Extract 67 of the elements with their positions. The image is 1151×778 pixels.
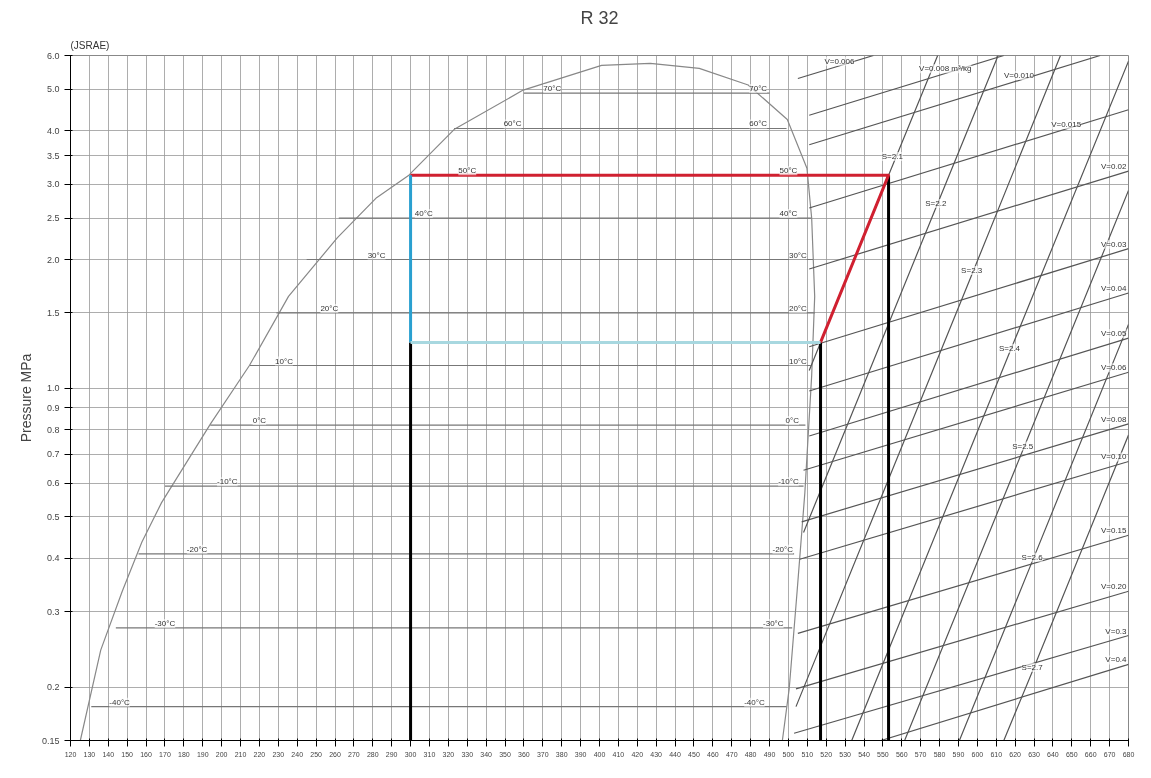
y-tick-label: 3.5	[46, 150, 60, 161]
annotation: V=0.20	[1100, 582, 1128, 592]
y-tick-label: 0.5	[46, 511, 60, 522]
annotation: -20°C	[186, 544, 208, 554]
text: (JSRAE)	[70, 39, 110, 51]
annotation: 30°C	[367, 250, 386, 260]
annotation: V=0.006	[824, 56, 855, 66]
y-axis-title: Pressure MPa	[17, 353, 34, 443]
annotation: V=0.15	[1100, 526, 1128, 536]
y-tick-label: 6.0	[46, 50, 60, 61]
annotation: -20°C	[772, 544, 794, 554]
annotation: V=0.05	[1100, 329, 1128, 339]
annotation: 50°C	[458, 166, 477, 176]
annotation: 0°C	[252, 416, 267, 426]
annotation: 10°C	[275, 356, 294, 366]
y-tick-label: 0.9	[46, 402, 60, 413]
annotation: 10°C	[788, 356, 808, 366]
y-tick-label: 0.7	[46, 449, 60, 460]
annotation: V=0.06	[1100, 363, 1128, 373]
annotation: V=0.010	[1003, 70, 1035, 80]
annotation: 20°C	[788, 303, 808, 313]
annotation: V=0.03	[1100, 239, 1128, 249]
annotation: S=2.2	[925, 198, 947, 208]
y-tick-label: 0.8	[46, 424, 60, 435]
y-tick-label: 0.6	[46, 478, 60, 489]
annotation: S=2.4	[998, 343, 1021, 353]
annotation: V=0.02	[1100, 162, 1128, 172]
annotation: 70°C	[749, 84, 768, 94]
annotation: V=0.10	[1100, 452, 1128, 462]
annotation: 30°C	[788, 250, 808, 260]
y-tick-label: 5.0	[46, 84, 60, 95]
y-tick-label: 0.15	[41, 735, 60, 746]
y-tick-label: 2.5	[46, 213, 60, 224]
y-tick-label: 0.4	[46, 553, 60, 564]
annotation: V=0.4	[1105, 655, 1128, 665]
annotation: 40°C	[779, 209, 798, 219]
annotation: V=0.008 m³/kg	[919, 64, 972, 74]
y-tick-label: 1.5	[46, 307, 60, 318]
annotation: 0°C	[785, 416, 800, 426]
y-tick-label: 2.0	[46, 254, 60, 265]
annotation: -10°C	[778, 477, 799, 487]
annotation: -30°C	[154, 618, 176, 628]
y-tick-label: 4.0	[46, 125, 60, 136]
annotation: V=0.3	[1105, 626, 1128, 636]
y-tick-label: 0.2	[46, 682, 60, 693]
y-tick-label: 1.0	[46, 383, 60, 394]
annotation: S=2.7	[1021, 662, 1044, 672]
annotation: V=0.015	[1051, 119, 1082, 129]
annotation: -40°C	[744, 697, 765, 707]
annotation: S=2.3	[961, 265, 983, 275]
annotation: 60°C	[749, 119, 768, 129]
annotation: 70°C	[543, 84, 562, 94]
annotation: -30°C	[763, 618, 784, 628]
chart-title: R 32	[580, 7, 619, 28]
annotation: S=2.6	[1021, 552, 1044, 562]
annotation: 40°C	[414, 209, 433, 219]
y-tick-label: 3.0	[46, 179, 60, 190]
annotation: -10°C	[217, 477, 238, 487]
annotation: S=2.1	[881, 151, 904, 161]
annotation: V=0.04	[1100, 283, 1128, 293]
annotation: 50°C	[779, 166, 798, 176]
annotation: -40°C	[109, 697, 131, 707]
annotation: 60°C	[503, 119, 522, 129]
annotation: V=0.08	[1100, 414, 1128, 424]
y-tick-label: 0.3	[46, 606, 60, 617]
annotation: 20°C	[320, 303, 339, 313]
annotation: S=2.5	[1012, 441, 1034, 451]
